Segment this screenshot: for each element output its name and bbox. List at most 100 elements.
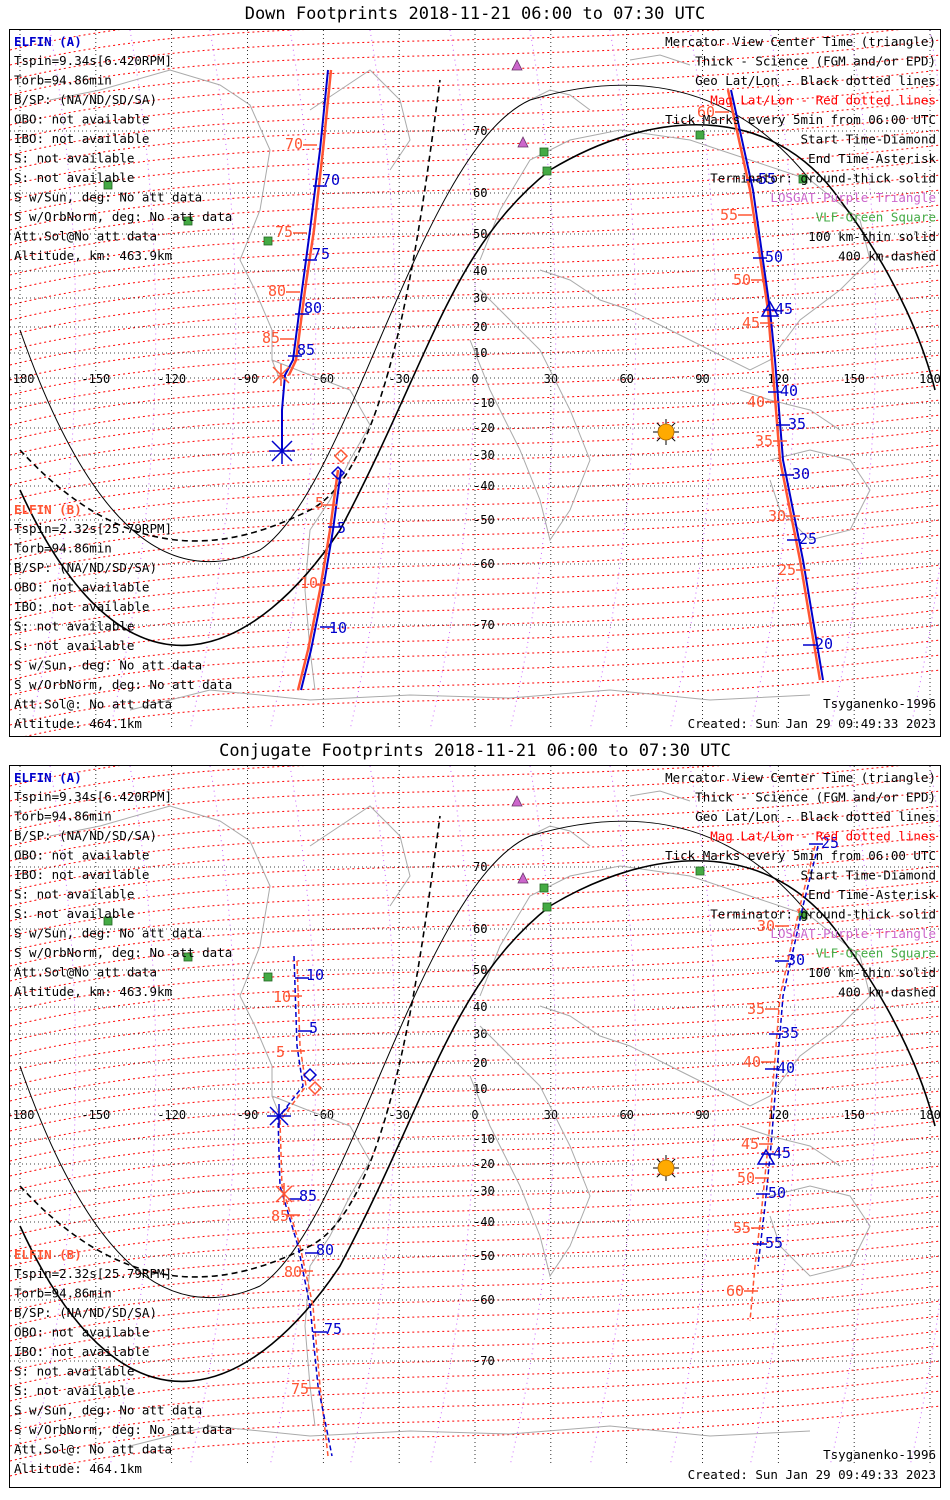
mag-lat-line-11 xyxy=(9,880,941,952)
green-square-icon xyxy=(695,130,705,140)
sat-a-info-line: OBO: not available xyxy=(14,112,149,127)
sat-a-info-line: Altitude, km: 463.9km xyxy=(14,984,172,999)
legend-item: Thick - Science (FGM and/or EPD) xyxy=(695,54,936,69)
mag-lon-line-6 xyxy=(509,29,557,731)
sat-a-info-line: OBO: not available xyxy=(14,848,149,863)
lon-tick-label: -30 xyxy=(388,372,410,386)
mag-lon-line-10 xyxy=(829,29,877,731)
coastline-0 xyxy=(49,69,281,381)
track-a-east-label: 35 xyxy=(788,415,806,433)
legend-item: Mag Lat/Lon - Red dotted lines xyxy=(710,829,936,844)
mag-lat-line-5 xyxy=(9,790,941,862)
legend-item: 400 km-dashed xyxy=(838,249,936,264)
track-a-label: 85 xyxy=(299,1187,317,1205)
lat-tick-label: -20 xyxy=(473,421,495,435)
mag-lat-line-25 xyxy=(9,354,941,426)
coastline-9 xyxy=(629,790,691,802)
track-b-east xyxy=(726,89,822,681)
mag-lat-line-24 xyxy=(9,1075,941,1147)
track-b-east-label: 45 xyxy=(741,1135,759,1153)
track-b-east-label: 45 xyxy=(742,314,760,332)
mag-lon-line-6 xyxy=(509,765,557,1467)
lat-tick-label: -30 xyxy=(473,1184,495,1198)
track-b-east-label: 50 xyxy=(737,1169,755,1187)
mag-lat-line-37 xyxy=(9,1270,941,1342)
mag-lon-line-3 xyxy=(269,29,317,731)
mag-lat-line-42 xyxy=(9,1345,941,1417)
mag-lat-line-34 xyxy=(9,1225,941,1297)
lon-tick-label: 180 xyxy=(919,372,940,386)
model-label: Tsyganenko-1996 xyxy=(823,1447,936,1462)
track-a-east xyxy=(730,89,824,681)
mag-lat-line-18 xyxy=(9,985,941,1057)
track-a-label: 80 xyxy=(316,1241,334,1259)
mag-lon-line-7 xyxy=(589,765,637,1467)
mag-lon-line-9 xyxy=(749,29,797,731)
track-a-east-label: 35 xyxy=(781,1024,799,1042)
sat-a-info-line: Torb=94.86min xyxy=(14,809,112,824)
mag-lat-line-41 xyxy=(9,1330,941,1402)
lon-tick-label: 0 xyxy=(471,1108,478,1122)
lon-tick-label: 150 xyxy=(843,372,865,386)
coastline-4 xyxy=(469,1025,591,1278)
sat-a-info-line: S: not available xyxy=(14,906,134,921)
terminator-100km xyxy=(19,84,811,563)
track-b-west xyxy=(279,960,329,1457)
track-b-east-label: 30 xyxy=(768,507,786,525)
lat-tick-label: 30 xyxy=(473,1027,487,1041)
lat-tick-label: -70 xyxy=(473,1354,495,1368)
sat-a-info-line: S: not available xyxy=(14,151,134,166)
sat-a-info-line: Torb=94.86min xyxy=(14,73,112,88)
lat-tick-label: -60 xyxy=(473,1293,495,1307)
mag-lat-line-23 xyxy=(9,1060,941,1132)
track-a-south xyxy=(300,469,342,691)
track-b-label: 10 xyxy=(300,574,318,592)
mag-lat-line-6 xyxy=(9,69,941,141)
mag-lat-line-13 xyxy=(9,910,941,982)
lon-tick-label: 90 xyxy=(695,1108,709,1122)
sat-b-info-line: S: not available xyxy=(14,638,134,653)
legend-item: Mag Lat/Lon - Red dotted lines xyxy=(710,93,936,108)
mag-lon-line-0 xyxy=(29,29,77,731)
sun-ray xyxy=(671,1158,676,1163)
sat-a-info-line: S w/Sun, deg: No att data xyxy=(14,926,202,941)
lat-tick-label: -50 xyxy=(473,1249,495,1263)
track-a-east-label: 55 xyxy=(758,170,776,188)
mag-lat-line-19 xyxy=(9,1000,941,1072)
legend-item: 400 km-dashed xyxy=(838,985,936,1000)
sat-a-info-line: B/SP: (NA/ND/SD/SA) xyxy=(14,92,157,107)
green-square-icon xyxy=(183,216,193,226)
mag-lat-line-31 xyxy=(9,444,941,516)
mag-lat-line-29 xyxy=(9,1150,941,1222)
sat-b-info-line: B/SP: (NA/ND/SD/SA) xyxy=(14,1305,157,1320)
mag-lat-line-20 xyxy=(9,1015,941,1087)
coastline-2 xyxy=(271,359,371,691)
sat-a-info-line: S w/OrbNorm, deg: No att data xyxy=(14,945,232,960)
sat-b-info-line: OBO: not available xyxy=(14,580,149,595)
mag-lat-line-30 xyxy=(9,429,941,501)
mag-lon-line-3 xyxy=(269,765,317,1467)
legend-item: Geo Lat/Lon - Black dotted lines xyxy=(695,73,936,88)
mag-lat-line-35 xyxy=(9,1240,941,1312)
sat-a-info-line: Tspin=9.34s[6.420RPM] xyxy=(14,789,172,804)
track-b-label: 10 xyxy=(273,988,291,1006)
view-center-triangle-a xyxy=(760,300,780,317)
mag-lat-line-26 xyxy=(9,369,941,441)
lon-tick-label: -120 xyxy=(157,1108,186,1122)
mag-lat-line-27 xyxy=(9,1120,941,1192)
mag-lon-line-8 xyxy=(669,29,717,731)
lat-tick-label: 70 xyxy=(473,124,487,138)
mag-lat-line-36 xyxy=(9,1255,941,1327)
sat-b-name: ELFIN (B) xyxy=(14,1247,82,1262)
lon-tick-label: -90 xyxy=(237,372,259,386)
sat-b-info-line: Torb=94.86min xyxy=(14,1286,112,1301)
track-a-label: 75 xyxy=(324,1320,342,1338)
mag-lat-line-14 xyxy=(9,925,941,997)
sat-a-info-line: Att.Sol@No att data xyxy=(14,965,157,980)
mag-lon-line-8 xyxy=(669,765,717,1467)
lat-tick-label: -70 xyxy=(473,618,495,632)
start-diamond-a xyxy=(302,1067,318,1083)
track-b-east-label: 55 xyxy=(720,206,738,224)
legend-item: Mercator View Center Time (triangle) xyxy=(665,34,936,49)
track-a-west xyxy=(281,69,329,450)
